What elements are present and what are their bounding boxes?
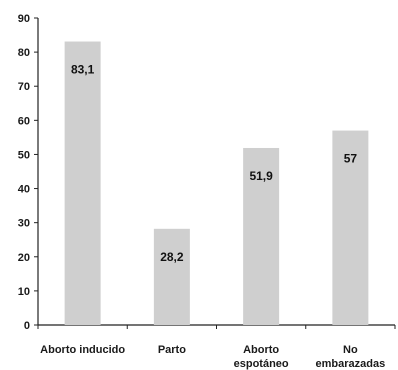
category-label: Aborto — [243, 344, 279, 356]
category-labels: Aborto inducido Parto Aborto espotáneo No emb… — [40, 344, 385, 370]
y-tick-label: 70 — [18, 81, 30, 93]
y-tick-label: 40 — [18, 184, 30, 196]
data-label: 51,9 — [249, 169, 273, 183]
category-label: espotáneo — [234, 358, 289, 370]
y-tick-label: 30 — [18, 218, 30, 230]
data-label: 28,2 — [160, 250, 184, 264]
y-tick-label: 0 — [24, 320, 30, 332]
y-tick-label: 90 — [18, 13, 30, 25]
data-labels: 83,1 28,2 51,9 57 — [71, 63, 357, 264]
data-label: 57 — [344, 152, 358, 166]
bar — [332, 130, 369, 325]
bar — [153, 228, 190, 325]
bar — [64, 41, 101, 325]
category-label: Parto — [158, 344, 186, 356]
y-tick-label: 60 — [18, 115, 30, 127]
data-label: 83,1 — [71, 63, 95, 77]
y-tick-label: 50 — [18, 149, 30, 161]
x-axis — [37, 324, 396, 329]
y-axis: 0 10 20 30 40 50 60 70 80 90 — [18, 13, 39, 332]
bars — [64, 41, 369, 325]
bar — [243, 147, 280, 325]
y-tick-label: 10 — [18, 286, 30, 298]
category-label: Aborto inducido — [40, 344, 125, 356]
category-label: embarazadas — [316, 358, 386, 370]
y-tick-label: 80 — [18, 47, 30, 59]
category-label: No — [343, 344, 358, 356]
y-tick-label: 20 — [18, 252, 30, 264]
